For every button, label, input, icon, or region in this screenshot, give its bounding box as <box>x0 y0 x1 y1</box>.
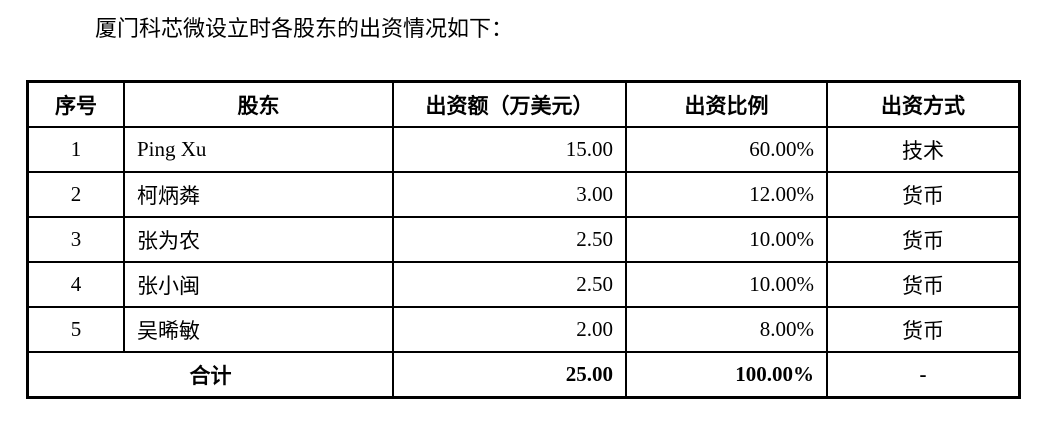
header-amount: 出资额（万美元） <box>392 80 627 128</box>
cell-no: 4 <box>26 261 125 308</box>
cell-amount: 3.00 <box>392 171 627 218</box>
cell-shareholder: Ping Xu <box>123 126 394 173</box>
cell-ratio: 10.00% <box>625 261 828 308</box>
cell-ratio: 10.00% <box>625 216 828 263</box>
table-row: 2 柯炳粦 3.00 12.00% 货币 <box>26 171 1021 218</box>
cell-ratio: 12.00% <box>625 171 828 218</box>
cell-method: 货币 <box>826 306 1021 353</box>
table-header-row: 序号 股东 出资额（万美元） 出资比例 出资方式 <box>26 80 1021 128</box>
cell-amount: 15.00 <box>392 126 627 173</box>
cell-shareholder: 柯炳粦 <box>123 171 394 218</box>
cell-method: 货币 <box>826 216 1021 263</box>
cell-ratio: 60.00% <box>625 126 828 173</box>
header-no: 序号 <box>26 80 125 128</box>
total-ratio: 100.00% <box>625 351 828 399</box>
cell-no: 5 <box>26 306 125 353</box>
intro-text: 厦门科芯微设立时各股东的出资情况如下： <box>95 16 514 41</box>
cell-shareholder: 张为农 <box>123 216 394 263</box>
table-row: 1 Ping Xu 15.00 60.00% 技术 <box>26 126 1021 173</box>
total-row: 合计 25.00 100.00% - <box>26 351 1021 399</box>
table-row: 4 张小闽 2.50 10.00% 货币 <box>26 261 1021 308</box>
cell-amount: 2.00 <box>392 306 627 353</box>
cell-shareholder: 张小闽 <box>123 261 394 308</box>
total-label: 合计 <box>26 351 394 399</box>
header-ratio: 出资比例 <box>625 80 828 128</box>
total-amount: 25.00 <box>392 351 627 399</box>
cell-method: 货币 <box>826 171 1021 218</box>
cell-no: 1 <box>26 126 125 173</box>
cell-shareholder: 吴晞敏 <box>123 306 394 353</box>
cell-amount: 2.50 <box>392 216 627 263</box>
table-row: 3 张为农 2.50 10.00% 货币 <box>26 216 1021 263</box>
header-shareholder: 股东 <box>123 80 394 128</box>
cell-no: 3 <box>26 216 125 263</box>
table-row: 5 吴晞敏 2.00 8.00% 货币 <box>26 306 1021 353</box>
shareholder-table: 序号 股东 出资额（万美元） 出资比例 出资方式 1 Ping Xu 15.00 60… <box>26 80 1021 399</box>
cell-method: 技术 <box>826 126 1021 173</box>
cell-no: 2 <box>26 171 125 218</box>
cell-method: 货币 <box>826 261 1021 308</box>
cell-amount: 2.50 <box>392 261 627 308</box>
cell-ratio: 8.00% <box>625 306 828 353</box>
total-method: - <box>826 351 1021 399</box>
header-method: 出资方式 <box>826 80 1021 128</box>
